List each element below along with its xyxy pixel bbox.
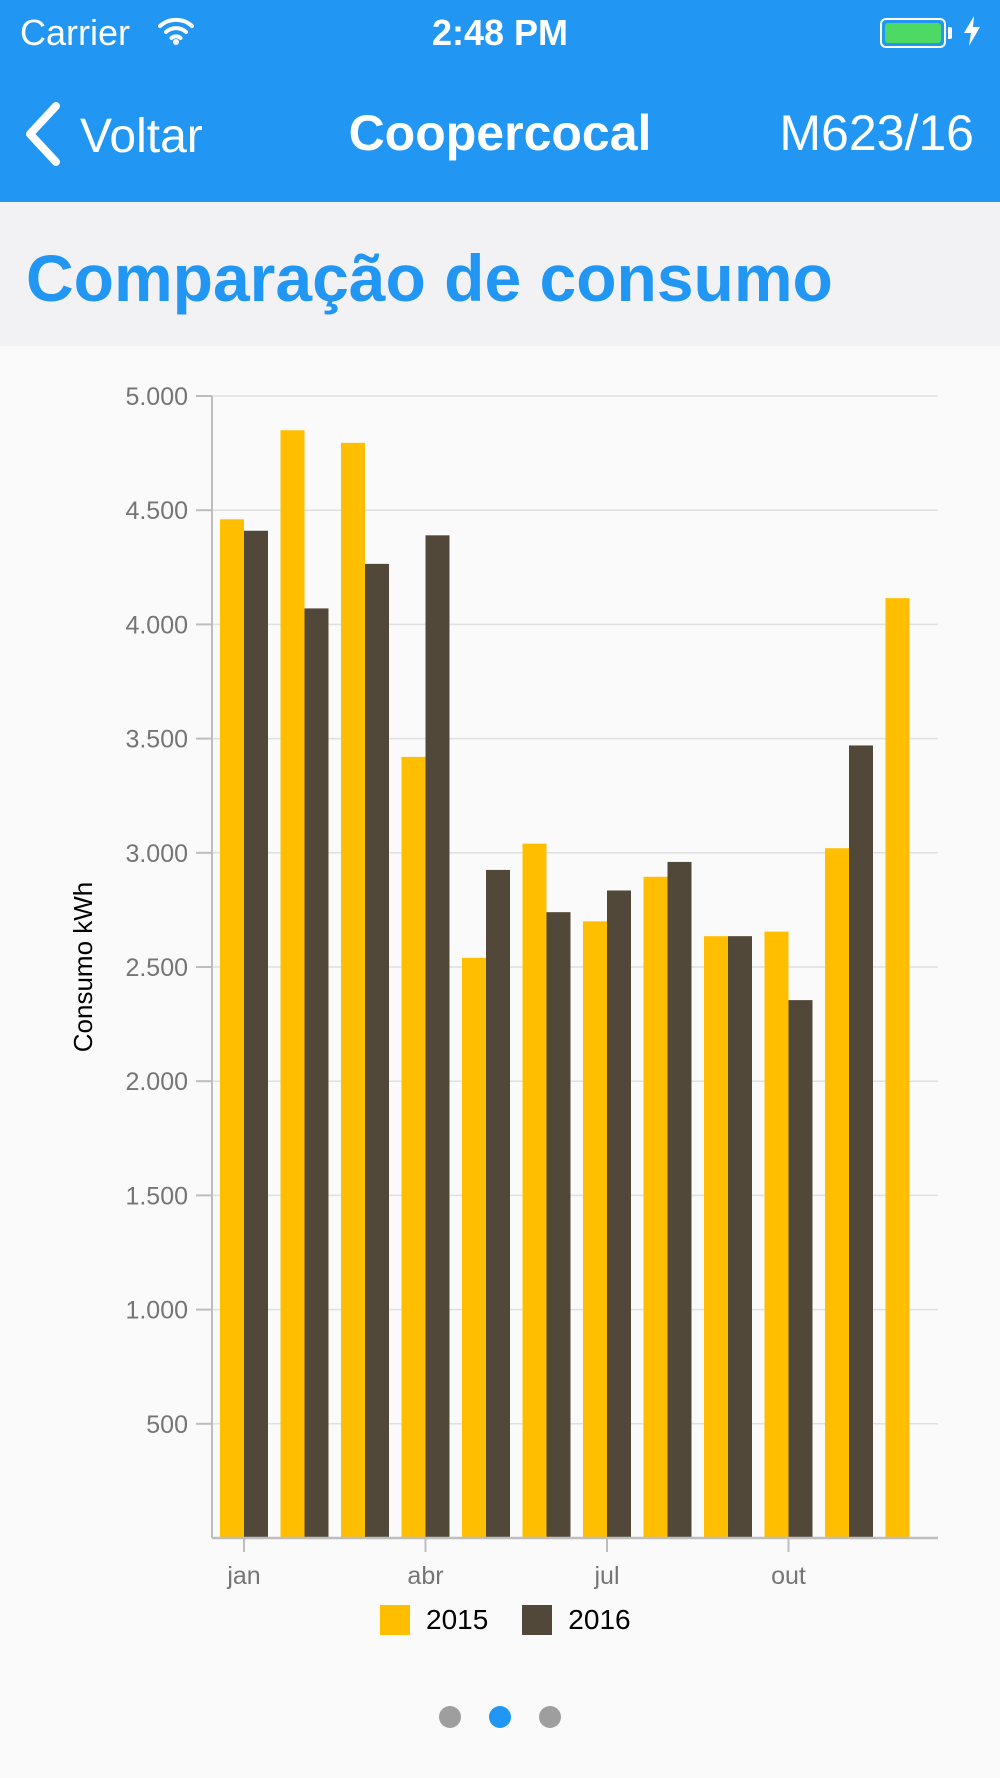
bar-2016-9 (788, 1000, 813, 1538)
chevron-left-icon (24, 101, 62, 171)
legend-swatch-2015 (380, 1605, 410, 1635)
bar-2016-0 (244, 530, 268, 1538)
page-indicator (0, 1706, 1000, 1728)
bar-2015-0 (220, 519, 244, 1538)
x-tick-label: out (771, 1562, 806, 1590)
bar-2016-8 (728, 936, 752, 1538)
page-dot-2[interactable] (489, 1706, 511, 1728)
nav-title: Coopercocal (348, 105, 652, 161)
legend-swatch-2016 (522, 1605, 553, 1635)
status-bar: Carrier 2:48 PM (0, 0, 1000, 70)
bar-2015-4 (462, 957, 486, 1538)
carrier-label: Carrier (20, 12, 131, 53)
bar-2015-2 (341, 442, 365, 1538)
bar-2015-10 (825, 848, 849, 1538)
y-tick-label: 2.000 (125, 1068, 188, 1096)
bar-2015-6 (583, 921, 607, 1538)
bar-2015-8 (704, 936, 728, 1538)
battery-tip (948, 27, 952, 39)
charging-bolt-icon (962, 16, 982, 51)
battery-icon (880, 18, 946, 48)
legend-label-2015: 2015 (426, 1604, 489, 1635)
back-label: Voltar (80, 109, 203, 163)
chart-area: 500 1.000 1.500 2.000 2.500 3.000 3.500 4.000 4.… (0, 346, 1000, 1676)
bar-2015-5 (522, 843, 547, 1538)
bar-2015-9 (764, 931, 789, 1538)
navigation-bar: Voltar Coopercocal M623/16 (0, 70, 1000, 202)
page-dot-3[interactable] (539, 1706, 561, 1728)
bar-2016-2 (365, 563, 389, 1538)
page-dot-1[interactable] (439, 1706, 461, 1728)
legend-item-2016: 2016 (522, 1604, 631, 1636)
bar-2016-4 (486, 869, 510, 1538)
bar-2016-10 (849, 745, 873, 1538)
x-tick-label: abr (407, 1562, 443, 1590)
y-axis-label: Consumo kWh (68, 882, 98, 1053)
legend-label-2016: 2016 (568, 1604, 631, 1635)
back-button[interactable]: Voltar (24, 98, 203, 174)
y-tick-label: 3.000 (125, 840, 188, 868)
bar-2015-11 (885, 598, 910, 1538)
bar-2015-1 (280, 430, 305, 1538)
bar-2016-5 (546, 912, 571, 1538)
section-title: Comparação de consumo (26, 241, 833, 315)
nav-right-label: M623/16 (779, 105, 974, 161)
legend-item-2015: 2015 (380, 1604, 488, 1636)
x-tick-label: jul (593, 1562, 619, 1590)
bar-2016-6 (607, 890, 631, 1538)
y-tick-label: 3.500 (125, 726, 188, 754)
section-header: Comparação de consumo (0, 202, 1000, 346)
bar-2016-3 (425, 535, 450, 1538)
bar-2015-3 (401, 756, 426, 1538)
chart-legend: 2015 2016 (380, 1604, 665, 1636)
x-tick-label: jan (226, 1562, 260, 1590)
y-tick-label: 500 (146, 1411, 188, 1439)
y-tick-label: 2.500 (125, 954, 188, 982)
y-tick-label: 1.000 (125, 1297, 188, 1325)
y-tick-label: 1.500 (125, 1182, 188, 1210)
y-tick-label: 4.500 (125, 497, 188, 525)
consumption-bar-chart: 500 1.000 1.500 2.000 2.500 3.000 3.500 4.000 4.… (68, 383, 938, 1590)
clock-time: 2:48 PM (431, 12, 569, 53)
wifi-icon (158, 14, 194, 51)
y-tick-label: 4.000 (125, 611, 188, 639)
bar-2015-7 (643, 876, 668, 1538)
y-tick-label: 5.000 (125, 383, 188, 411)
bar-2016-1 (304, 608, 329, 1538)
bar-2016-7 (667, 861, 692, 1538)
